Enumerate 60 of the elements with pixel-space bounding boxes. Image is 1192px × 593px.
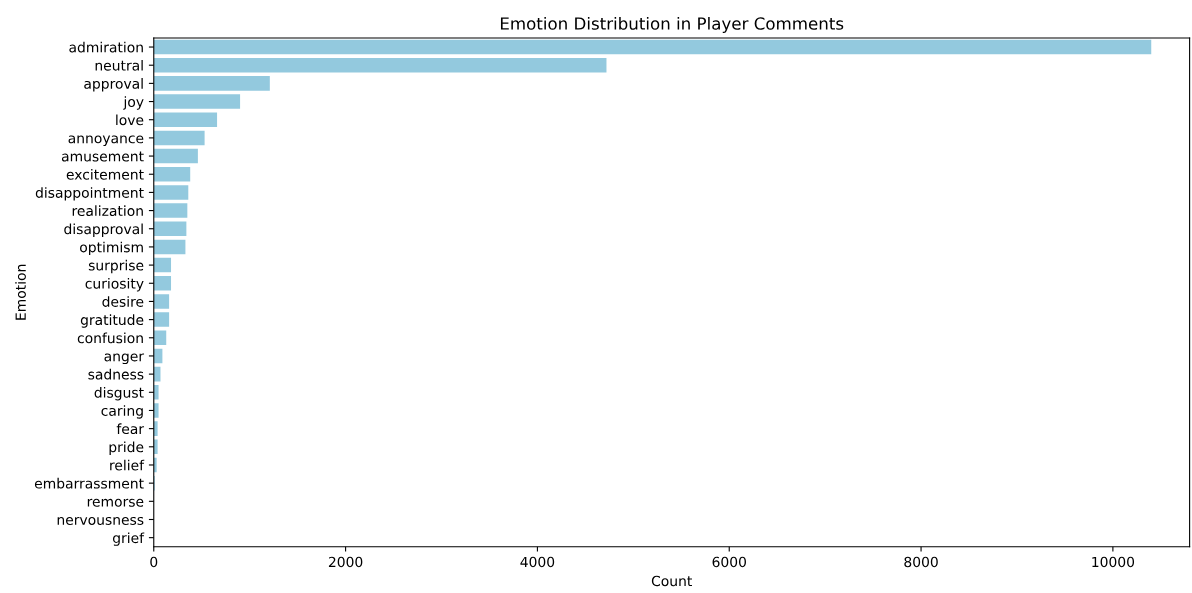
- y-tick-label: anger: [104, 353, 145, 365]
- y-tick-label: grief: [112, 532, 145, 546]
- y-tick-label: gratitude: [80, 314, 144, 328]
- bar: [153, 130, 205, 146]
- x-tick-label: 2000: [328, 556, 363, 568]
- y-tick-label: love: [116, 114, 144, 126]
- x-tick-label: 0: [150, 556, 158, 568]
- y-tick-label: remorse: [87, 498, 144, 507]
- y-tick-label: curiosity: [85, 277, 144, 292]
- y-tick-label: excitement: [66, 168, 144, 180]
- y-tick-label: optimism: [80, 241, 143, 256]
- y-tick-label: confusion: [77, 332, 143, 344]
- bar: [153, 421, 158, 436]
- bar: [153, 39, 1152, 55]
- bar: [153, 76, 270, 91]
- bar: [153, 439, 158, 455]
- bar: [153, 257, 172, 273]
- bar: [153, 239, 186, 255]
- x-tick-label: 8000: [904, 556, 938, 568]
- y-tick-label: embarrassment: [34, 477, 144, 489]
- y-tick-label: disapproval: [64, 223, 143, 237]
- bar: [153, 221, 187, 237]
- bar: [153, 385, 159, 400]
- bar: [153, 166, 191, 182]
- y-tick-label: sadness: [88, 368, 144, 380]
- y-tick-label: neutral: [95, 59, 143, 71]
- y-tick-label: annoyance: [68, 135, 144, 147]
- bar: [153, 312, 170, 327]
- bar: [153, 275, 172, 291]
- bar: [153, 348, 163, 364]
- y-tick-label: amusement: [61, 151, 144, 162]
- bar: [153, 330, 167, 346]
- y-tick-label: disappointment: [35, 187, 144, 201]
- y-tick-label: pride: [109, 441, 144, 455]
- y-tick-label: joy: [123, 96, 144, 110]
- bar: [153, 112, 218, 127]
- bar: [153, 203, 188, 218]
- y-tick-label: fear: [116, 423, 145, 435]
- y-tick-label: nervousness: [57, 516, 144, 525]
- chart-title: Emotion Distribution in Player Comments: [500, 16, 844, 34]
- x-tick-label: 6000: [712, 556, 746, 568]
- y-tick-label: admiration: [69, 41, 143, 53]
- bar: [153, 94, 241, 109]
- bar: [153, 57, 607, 73]
- y-tick-label: realization: [72, 205, 143, 217]
- bar: [153, 148, 198, 164]
- bar: [153, 403, 159, 418]
- x-tick-label: 10000: [1092, 556, 1135, 568]
- y-tick-label: relief: [110, 459, 145, 471]
- y-tick-label: approval: [84, 78, 143, 92]
- bar: [153, 185, 189, 200]
- y-tick-label: caring: [101, 405, 143, 419]
- x-tick-label: 4000: [520, 556, 555, 568]
- y-tick-label: disgust: [94, 387, 144, 401]
- y-tick-label: surprise: [88, 259, 144, 274]
- y-tick-label: desire: [102, 296, 144, 307]
- bar: [153, 457, 157, 473]
- y-axis-title: Emotion: [15, 264, 26, 320]
- bar: [153, 294, 170, 309]
- x-axis-title: Count: [651, 575, 692, 587]
